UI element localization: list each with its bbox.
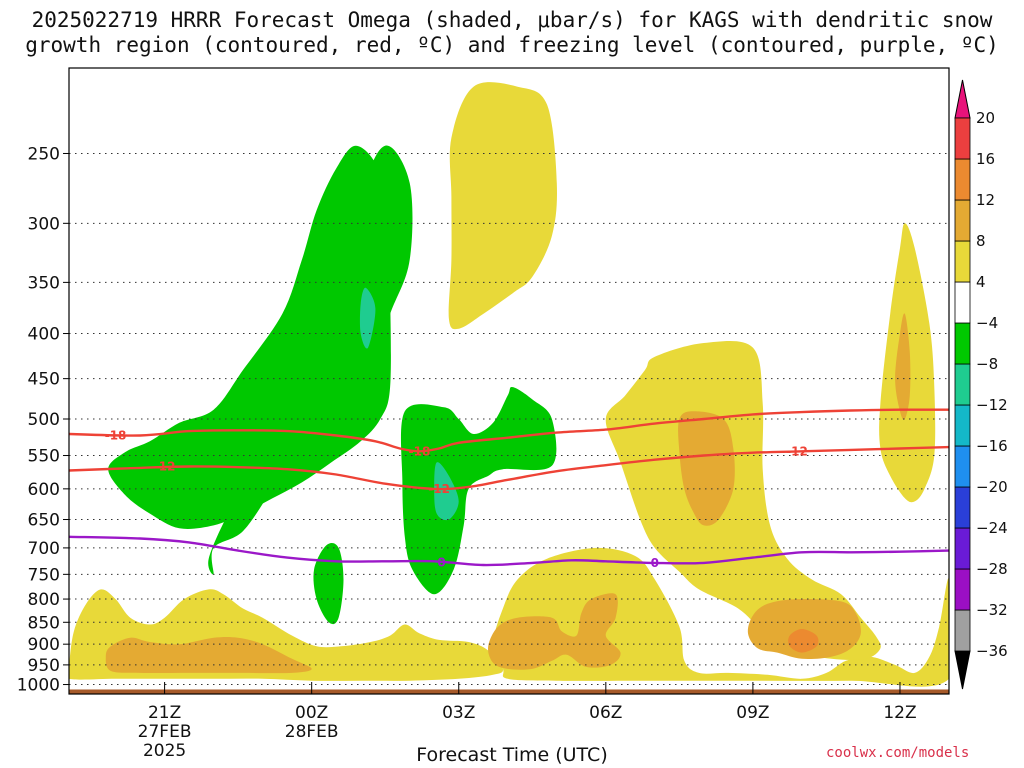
pressure-axis: 2503003504004505005506006507007508008509… xyxy=(17,144,69,696)
colorbar-label-1: −32 xyxy=(976,601,1008,619)
xtick-label-0-2: 2025 xyxy=(143,741,186,761)
ground-strip xyxy=(69,689,949,694)
colorbar-label-2: −28 xyxy=(976,560,1008,578)
colorbar-segment-2 xyxy=(954,568,971,611)
colorbar-label-7: −8 xyxy=(976,355,998,373)
dgz-contour-1 xyxy=(69,408,949,453)
colorbar-label-0: −36 xyxy=(976,642,1008,660)
colorbar-label-10: 8 xyxy=(976,232,986,250)
freezing-level-contour-label-0: 0 xyxy=(437,555,445,569)
colorbar-label-13: 20 xyxy=(976,109,995,127)
omega-region-2 xyxy=(108,145,391,529)
ytick-label-800: 800 xyxy=(28,590,60,610)
colorbar-segment-13 xyxy=(954,117,971,160)
freezing-level-contour-label-1: 0 xyxy=(651,556,659,570)
colorbar-segment-7 xyxy=(954,363,971,406)
ytick-label-850: 850 xyxy=(28,613,60,633)
colorbar-segment-10 xyxy=(954,240,971,283)
ytick-label-950: 950 xyxy=(28,656,60,676)
omega-region-7 xyxy=(448,82,557,330)
colorbar-label-4: −20 xyxy=(976,478,1008,496)
plot-frame xyxy=(68,67,950,695)
ytick-label-400: 400 xyxy=(28,325,60,345)
xtick-label-3-0: 06Z xyxy=(589,703,622,723)
omega-region-15 xyxy=(678,411,735,526)
xtick-label-1-0: 00Z xyxy=(295,703,328,723)
ytick-label-1000: 1000 xyxy=(17,676,60,696)
ytick-label-500: 500 xyxy=(28,410,60,430)
ground-layer xyxy=(69,689,949,694)
xtick-label-4-0: 09Z xyxy=(736,703,769,723)
colorbar-segment-4 xyxy=(954,486,971,529)
omega-region-17 xyxy=(788,629,819,653)
colorbar-segment-8 xyxy=(954,322,971,365)
colorbar-segment-11 xyxy=(954,199,971,242)
colorbar-label-9: 4 xyxy=(976,273,986,291)
temperature-contours: -18 -18 -12 -12 -12 0 0 xyxy=(69,408,949,570)
ytick-label-350: 350 xyxy=(28,273,60,293)
ytick-label-450: 450 xyxy=(28,370,60,390)
ytick-label-250: 250 xyxy=(28,144,60,164)
colorbar-upper-arrow xyxy=(954,79,971,119)
colorbar-label-5: −16 xyxy=(976,437,1008,455)
omega-region-5 xyxy=(434,462,459,521)
colorbar-segment-9 xyxy=(954,281,971,324)
colorbar-label-8: −4 xyxy=(976,314,998,332)
dgz-contour-2-label-2: -12 xyxy=(786,444,808,458)
colorbar-segment-5 xyxy=(954,445,971,488)
xtick-label-5-0: 12Z xyxy=(883,703,916,723)
colorbar-label-12: 16 xyxy=(976,150,995,168)
colorbar-lower-arrow xyxy=(954,650,971,690)
ytick-label-650: 650 xyxy=(28,511,60,531)
dgz-contour-2 xyxy=(69,445,949,491)
chart-title-line2: growth region (contoured, red, ºC) and f… xyxy=(25,33,999,57)
omega-region-12 xyxy=(105,636,312,674)
freezing-level-contour xyxy=(69,535,949,567)
pressure-gridlines xyxy=(69,152,949,686)
ytick-label-600: 600 xyxy=(28,480,60,500)
colorbar-label-6: −12 xyxy=(976,396,1008,414)
ytick-label-550: 550 xyxy=(28,447,60,467)
ytick-label-750: 750 xyxy=(28,565,60,585)
xtick-label-0-1: 27FEB xyxy=(138,722,192,742)
ytick-label-900: 900 xyxy=(28,635,60,655)
source-credit: coolwx.com/models xyxy=(826,745,970,761)
ytick-label-300: 300 xyxy=(28,214,60,234)
colorbar-segment-3 xyxy=(954,527,971,570)
dgz-contour-2-label-0: -12 xyxy=(154,460,176,474)
x-axis-label: Forecast Time (UTC) xyxy=(416,744,608,766)
colorbar-segment-6 xyxy=(954,404,971,447)
omega-region-13 xyxy=(488,593,621,670)
chart-title-line1: 2025022719 HRRR Forecast Omega (shaded, … xyxy=(31,8,993,32)
ytick-label-700: 700 xyxy=(28,539,60,559)
xtick-label-1-1: 28FEB xyxy=(285,722,339,742)
omega-region-16 xyxy=(895,313,911,420)
omega-shading xyxy=(69,82,949,687)
colorbar-segment-1 xyxy=(954,609,971,652)
omega-colorbar: −36 −32 −28 −24 −20 −16 −12 −8 −4 4 8 12 16 20 xyxy=(954,79,1008,690)
omega-region-14 xyxy=(747,598,861,660)
dgz-contour-1-label-0: -18 xyxy=(105,429,127,443)
xtick-label-0-0: 21Z xyxy=(148,703,181,723)
colorbar-label-3: −24 xyxy=(976,519,1008,537)
omega-region-3 xyxy=(313,542,344,625)
omega-region-4 xyxy=(400,386,557,595)
xtick-label-2-0: 03Z xyxy=(442,703,475,723)
colorbar-label-11: 12 xyxy=(976,191,995,209)
dgz-contour-1-label-1: -18 xyxy=(409,444,431,458)
colorbar-segment-12 xyxy=(954,158,971,201)
dgz-contour-2-label-1: -12 xyxy=(428,482,450,496)
